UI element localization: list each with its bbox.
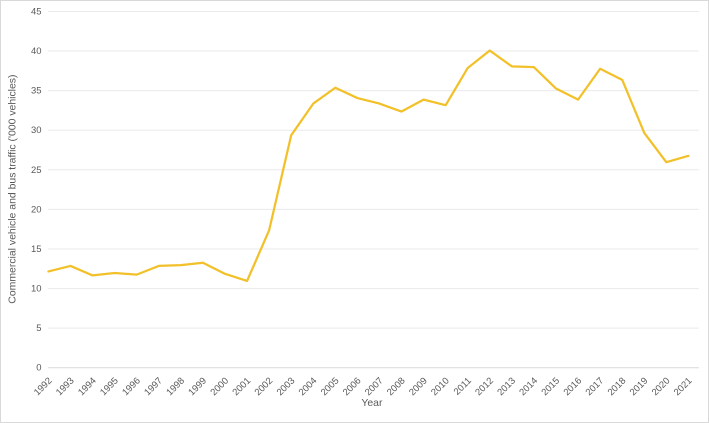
x-tick-label: 2002 (253, 376, 276, 399)
y-tick-label: 35 (31, 86, 42, 97)
x-tick-label: 2010 (429, 376, 452, 399)
x-tick-label: 2009 (407, 376, 430, 399)
x-tick-label: 2007 (363, 376, 386, 399)
x-tick-label: 2019 (628, 376, 651, 399)
x-tick-label: 1995 (98, 376, 121, 399)
x-tick-label: 2014 (517, 376, 540, 399)
x-tick-label: 2018 (606, 376, 629, 399)
x-tick-label: 2011 (452, 376, 474, 398)
x-tick-label: 2003 (275, 376, 298, 399)
x-tick-label: 1994 (76, 376, 99, 399)
x-tick-label: 1993 (54, 376, 77, 399)
x-tick-label: 1992 (32, 376, 55, 399)
x-tick-label: 2001 (231, 376, 254, 399)
x-tick-label: 1996 (120, 376, 143, 399)
x-tick-label: 1999 (186, 376, 209, 399)
x-tick-label: 2004 (297, 376, 320, 399)
y-tick-label: 5 (36, 323, 41, 334)
y-tick-label: 20 (31, 204, 42, 215)
y-tick-label: 30 (31, 125, 42, 136)
x-tick-label: 1998 (164, 376, 187, 399)
x-tick-label: 2020 (650, 376, 673, 399)
y-tick-label: 15 (31, 244, 42, 255)
x-axis-title: Year (361, 398, 383, 409)
y-tick-label: 0 (36, 363, 41, 374)
x-tick-label: 2008 (385, 376, 408, 399)
data-line (47, 49, 690, 283)
y-tick-label: 10 (31, 284, 42, 295)
x-tick-label: 2015 (539, 376, 562, 399)
x-tick-label: 2013 (495, 376, 518, 399)
x-tick-label: 2005 (319, 376, 342, 399)
x-tick-label: 2006 (341, 376, 364, 399)
x-tick-label: 2021 (672, 376, 695, 399)
x-tick-label: 2017 (584, 376, 607, 399)
y-axis-title: Commercial vehicle and bus traffic ('000… (8, 75, 19, 304)
x-tick-label: 2012 (473, 376, 496, 399)
x-tick-label: 2016 (562, 376, 585, 399)
x-tick-label: 1997 (142, 376, 165, 399)
x-tick-label: 2000 (208, 376, 231, 399)
y-tick-label: 25 (31, 165, 42, 176)
y-tick-label: 45 (31, 6, 42, 17)
y-tick-label: 40 (31, 46, 42, 57)
